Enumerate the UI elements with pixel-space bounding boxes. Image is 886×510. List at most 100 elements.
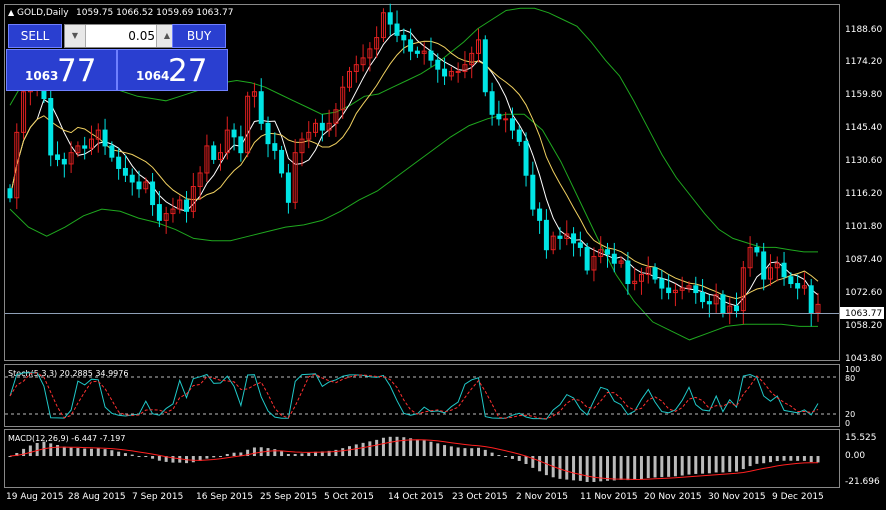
price-axis-label: 1116.20 bbox=[845, 189, 882, 199]
time-axis-label: 14 Oct 2015 bbox=[388, 492, 444, 502]
bollinger-lower-line bbox=[9, 113, 818, 341]
macd-histogram-bar bbox=[286, 453, 290, 457]
price-axis-label: 1043.80 bbox=[845, 354, 882, 364]
macd-histogram-bar bbox=[130, 454, 134, 457]
sell-price-pips: 77 bbox=[57, 53, 97, 89]
candle-body bbox=[204, 145, 210, 174]
macd-histogram-bar bbox=[341, 448, 345, 457]
time-axis-label: 30 Nov 2015 bbox=[708, 492, 766, 502]
macd-histogram-bar bbox=[429, 441, 433, 457]
macd-histogram-bar bbox=[35, 442, 39, 457]
candle-body bbox=[251, 91, 257, 97]
candle-body bbox=[156, 204, 162, 221]
candle-body bbox=[598, 249, 604, 257]
candle-body bbox=[401, 34, 407, 41]
macd-histogram-bar bbox=[409, 438, 413, 457]
sell-price-box[interactable]: 1063 77 bbox=[6, 49, 117, 91]
buy-button[interactable]: BUY bbox=[172, 24, 226, 48]
macd-histogram-bar bbox=[205, 456, 209, 459]
candle-body bbox=[353, 64, 359, 72]
candle-body bbox=[68, 152, 74, 165]
buy-price-box[interactable]: 1064 27 bbox=[117, 49, 228, 91]
candle-body bbox=[102, 129, 108, 147]
macd-label: MACD(12,26,9) -6.447 -7.197 bbox=[8, 434, 125, 443]
candle-body bbox=[177, 199, 183, 210]
macd-histogram-bar bbox=[273, 449, 277, 457]
candle-body bbox=[543, 219, 549, 251]
macd-histogram-bar bbox=[449, 446, 453, 457]
price-axis-label: 1101.80 bbox=[845, 222, 882, 232]
macd-histogram-bar bbox=[395, 436, 399, 457]
candle-body bbox=[61, 158, 67, 165]
macd-histogram-bar bbox=[572, 456, 576, 481]
macd-histogram-bar bbox=[415, 439, 419, 457]
macd-histogram-bar bbox=[796, 456, 800, 461]
lot-increase-icon[interactable]: ▲ bbox=[156, 25, 177, 47]
macd-histogram-bar bbox=[266, 448, 270, 457]
macd-histogram-bar bbox=[762, 456, 766, 464]
sell-price-big-figure: 1063 bbox=[25, 69, 59, 83]
candle-body bbox=[700, 292, 706, 303]
time-axis-label: 25 Sep 2015 bbox=[260, 492, 317, 502]
price-axis-label: 1188.60 bbox=[845, 25, 882, 35]
macd-histogram-bar bbox=[470, 448, 474, 457]
macd-histogram-bar bbox=[816, 456, 820, 463]
macd-histogram-bar bbox=[490, 452, 494, 457]
candle-body bbox=[754, 246, 760, 253]
candle-body bbox=[55, 154, 61, 160]
candle-body bbox=[299, 138, 305, 154]
candle-body bbox=[740, 267, 746, 312]
macd-histogram-bar bbox=[381, 437, 385, 457]
candle-body bbox=[163, 213, 169, 221]
macd-histogram-bar bbox=[667, 456, 671, 477]
time-axis: 19 Aug 2015 28 Aug 2015 7 Sep 2015 16 Se… bbox=[6, 492, 824, 502]
macd-histogram-bar bbox=[789, 456, 793, 461]
sell-button[interactable]: SELL bbox=[8, 24, 62, 48]
price-axis-label: 1174.20 bbox=[845, 57, 882, 67]
macd-histogram-bar bbox=[62, 446, 66, 457]
macd-histogram-bar bbox=[599, 456, 603, 482]
macd-histogram-bar bbox=[524, 456, 528, 465]
time-axis-label: 7 Sep 2015 bbox=[132, 492, 183, 502]
macd-histogram-bar bbox=[191, 456, 195, 463]
candle-body bbox=[292, 152, 298, 203]
lot-size-stepper[interactable]: ▼ ▲ bbox=[64, 24, 178, 48]
candle-body bbox=[428, 50, 434, 61]
candle-body bbox=[184, 199, 190, 212]
macd-histogram-bar bbox=[775, 456, 779, 462]
macd-histogram-bar bbox=[531, 456, 535, 468]
candle-body bbox=[523, 140, 529, 176]
stoch-scale-label: 80 bbox=[845, 374, 855, 383]
price-axis-label: 1058.20 bbox=[845, 321, 882, 331]
lot-size-input[interactable] bbox=[87, 25, 157, 47]
macd-histogram-bar bbox=[123, 453, 127, 457]
macd-histogram-bar bbox=[117, 451, 121, 457]
macd-histogram-bar bbox=[436, 443, 440, 457]
macd-histogram-bar bbox=[565, 456, 569, 480]
bollinger-bands bbox=[9, 7, 818, 341]
candle-body bbox=[550, 235, 556, 251]
stoch-scale: 100 80 20 0 bbox=[845, 365, 860, 428]
macd-histogram-bar bbox=[721, 456, 725, 473]
macd-histogram-bar bbox=[327, 450, 331, 457]
candle-body bbox=[645, 267, 651, 276]
macd-histogram-bar bbox=[714, 456, 718, 473]
macd-histogram-bar bbox=[443, 445, 447, 457]
candle-body bbox=[367, 48, 373, 59]
macd-histogram-bar bbox=[388, 436, 392, 457]
candle-body bbox=[448, 70, 454, 77]
macd-histogram-bar bbox=[232, 452, 236, 457]
candle-body bbox=[801, 285, 807, 289]
macd-histogram-bar bbox=[89, 448, 93, 457]
price-axis: 1188.60 1174.20 1159.80 1145.40 1130.60 … bbox=[845, 25, 882, 364]
candle-body bbox=[346, 70, 352, 88]
candle-body bbox=[14, 131, 20, 199]
chart-collapse-icon[interactable]: ▲ bbox=[8, 8, 15, 17]
lot-decrease-icon[interactable]: ▼ bbox=[65, 25, 86, 47]
macd-histogram bbox=[8, 436, 820, 482]
macd-histogram-bar bbox=[96, 448, 100, 457]
candle-body bbox=[781, 262, 787, 278]
time-axis-label: 9 Dec 2015 bbox=[772, 492, 824, 502]
candle-body bbox=[693, 285, 699, 294]
